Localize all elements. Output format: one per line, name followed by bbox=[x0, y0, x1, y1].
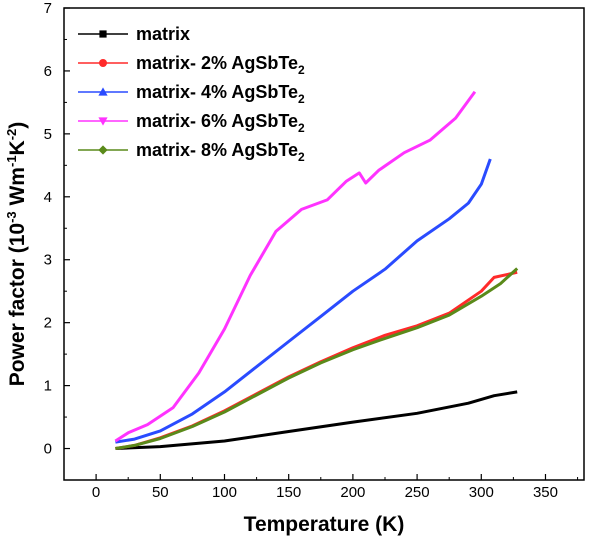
x-tick-label: 0 bbox=[92, 484, 100, 501]
legend-label: matrix bbox=[136, 24, 190, 44]
x-tick-label: 50 bbox=[152, 484, 169, 501]
y-tick-label: 0 bbox=[44, 441, 52, 458]
legend-item: matrix- 6% AgSbTe2 bbox=[78, 111, 305, 135]
legend-label: matrix- 2% AgSbTe2 bbox=[136, 53, 305, 77]
y-axis-title: Power factor (10-3 Wm-1K-2) bbox=[4, 122, 29, 387]
legend-item: matrix bbox=[78, 24, 190, 44]
legend-marker-circle bbox=[99, 59, 107, 67]
legend-marker-triangle-down bbox=[98, 117, 108, 126]
x-tick-label: 200 bbox=[340, 484, 365, 501]
x-tick-label: 250 bbox=[405, 484, 430, 501]
legend-item: matrix- 2% AgSbTe2 bbox=[78, 53, 305, 77]
legend-marker-triangle-up bbox=[98, 87, 108, 96]
x-tick-label: 150 bbox=[276, 484, 301, 501]
legend-label: matrix- 6% AgSbTe2 bbox=[136, 111, 305, 135]
y-tick-label: 2 bbox=[44, 315, 52, 332]
y-tick-label: 6 bbox=[44, 63, 52, 80]
series-line bbox=[114, 90, 477, 443]
y-tick-label: 3 bbox=[44, 252, 52, 269]
y-axis-title-part: ) bbox=[6, 122, 29, 129]
axis-ticks: 0 50 100 150 200 250 300 350 0 1 2 3 4 5 6 7 bbox=[44, 0, 579, 501]
series-lines bbox=[114, 90, 519, 450]
legend-marker-square bbox=[99, 30, 107, 38]
plot-frame bbox=[63, 7, 585, 481]
series-line bbox=[115, 390, 518, 450]
legend-item: matrix- 4% AgSbTe2 bbox=[78, 82, 305, 106]
y-axis-title-superscript: -3 bbox=[4, 211, 19, 223]
x-tick-label: 100 bbox=[212, 484, 237, 501]
y-axis-title-part: Wm bbox=[6, 167, 29, 211]
y-axis-title-superscript: -1 bbox=[4, 155, 19, 167]
x-tick-label: 350 bbox=[533, 484, 558, 501]
legend: matrix matrix- 2% AgSbTe2 matrix- 4% AgSbT… bbox=[78, 24, 305, 164]
y-tick-label: 7 bbox=[44, 0, 52, 17]
y-tick-label: 1 bbox=[44, 378, 52, 395]
legend-subscript: 2 bbox=[298, 150, 305, 164]
legend-subscript: 2 bbox=[298, 92, 305, 106]
y-tick-label: 5 bbox=[44, 126, 52, 143]
y-axis-title-part: Power factor (10 bbox=[6, 223, 29, 386]
legend-marker-diamond bbox=[98, 145, 108, 155]
y-axis-title-superscript: -2 bbox=[4, 129, 19, 141]
y-axis-title-part: K bbox=[6, 140, 29, 155]
legend-subscript: 2 bbox=[298, 121, 305, 135]
series-line bbox=[115, 267, 519, 450]
legend-subscript: 2 bbox=[298, 63, 305, 77]
x-axis-title: Temperature (K) bbox=[244, 513, 405, 536]
legend-item: matrix- 8% AgSbTe2 bbox=[78, 140, 305, 164]
series-line bbox=[115, 158, 492, 444]
legend-label: matrix- 8% AgSbTe2 bbox=[136, 140, 305, 164]
x-tick-label: 300 bbox=[469, 484, 494, 501]
y-tick-label: 4 bbox=[44, 189, 52, 206]
legend-label: matrix- 4% AgSbTe2 bbox=[136, 82, 305, 106]
